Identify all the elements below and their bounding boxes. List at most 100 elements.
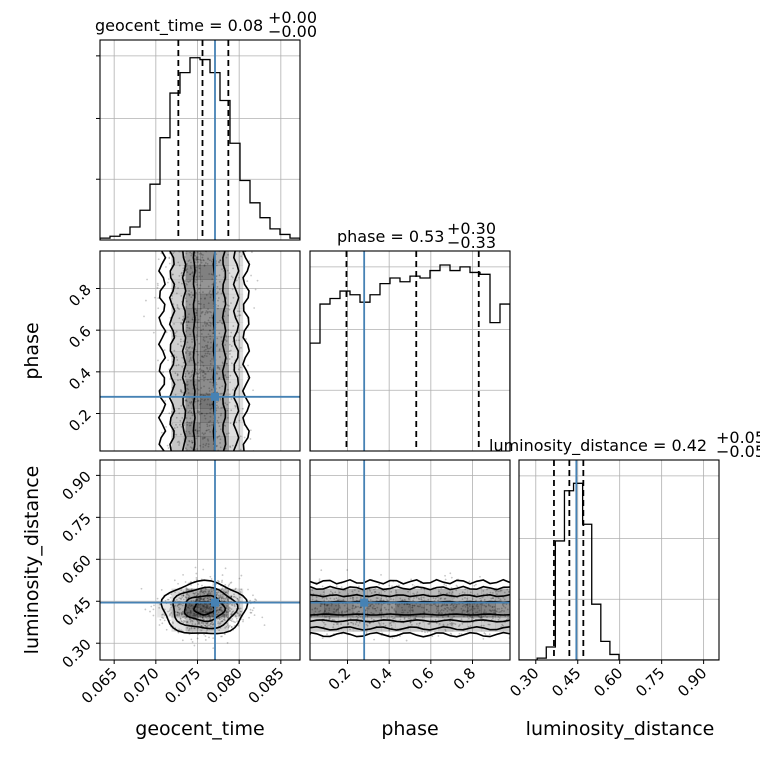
sample-point — [444, 574, 446, 577]
sample-point — [372, 618, 375, 621]
sample-point — [225, 625, 228, 628]
sample-point — [461, 610, 464, 613]
sample-point — [491, 591, 494, 594]
sample-point — [188, 401, 191, 404]
density-cell — [228, 293, 244, 309]
sample-point — [215, 383, 218, 386]
sample-point — [215, 445, 218, 448]
sample-point — [190, 599, 193, 602]
sample-point — [217, 416, 220, 419]
xtick-label-phase-1: 0.4 — [366, 664, 396, 694]
sample-point — [215, 275, 218, 277]
sample-point — [175, 433, 178, 436]
sample-point — [203, 414, 206, 417]
sample-point — [218, 367, 221, 369]
sample-point — [451, 609, 454, 612]
sample-point — [205, 622, 208, 625]
density-cell — [467, 602, 482, 618]
sample-point — [201, 275, 204, 278]
sample-point — [198, 598, 201, 600]
sample-point — [322, 621, 325, 624]
sample-point — [410, 618, 413, 621]
density-cell — [214, 322, 229, 338]
sample-point — [188, 409, 191, 412]
sample-point — [449, 632, 452, 635]
sample-point — [455, 584, 458, 587]
sample-point — [208, 590, 211, 592]
sample-point — [187, 588, 189, 591]
sample-point — [491, 606, 494, 608]
sample-point — [206, 262, 209, 265]
density-cell — [171, 617, 187, 632]
sample-point — [196, 619, 199, 622]
sample-point — [196, 598, 198, 601]
sample-point — [322, 591, 325, 594]
sample-point — [228, 350, 231, 353]
sample-point — [176, 614, 178, 617]
sample-point — [230, 331, 233, 334]
sample-point — [421, 630, 423, 633]
sample-point — [201, 432, 204, 435]
density-cell — [185, 602, 201, 618]
sample-point — [190, 588, 193, 590]
sample-point — [201, 280, 204, 283]
sample-point — [442, 604, 444, 607]
sample-point — [322, 594, 325, 596]
sample-point — [176, 373, 179, 375]
sample-point — [178, 612, 181, 614]
sample-point — [359, 615, 362, 618]
sample-point — [195, 257, 198, 260]
sample-point — [242, 407, 244, 410]
sample-point — [321, 597, 324, 599]
xtick-label-geocent_time-0: 0.065 — [78, 664, 121, 707]
sample-point — [158, 603, 161, 606]
sample-point — [311, 598, 314, 601]
sample-point — [408, 598, 411, 601]
sample-point — [463, 604, 466, 607]
sample-point — [205, 625, 208, 628]
sample-point — [171, 273, 174, 276]
sample-point — [198, 291, 201, 294]
sample-point — [341, 610, 344, 613]
sample-point — [220, 600, 223, 602]
sample-point — [221, 619, 224, 622]
sample-point — [240, 346, 242, 349]
sample-point — [175, 292, 178, 295]
sample-point — [203, 598, 206, 601]
sample-point — [346, 610, 349, 612]
sample-point — [216, 613, 219, 616]
sample-point — [236, 310, 239, 313]
sample-point — [475, 599, 477, 602]
sample-point — [497, 597, 500, 600]
sample-point — [483, 604, 486, 607]
sample-point — [194, 261, 197, 264]
sample-point — [232, 325, 235, 327]
sample-point — [489, 591, 492, 594]
sample-point — [196, 321, 199, 324]
sample-point — [197, 379, 200, 382]
sample-point — [435, 622, 438, 625]
title-phase-plus: +0.30 — [447, 219, 496, 238]
sample-point — [479, 617, 482, 620]
sample-point — [209, 618, 212, 620]
sample-point — [503, 591, 506, 594]
sample-point — [231, 620, 233, 623]
sample-point — [198, 267, 201, 269]
sample-point — [446, 610, 449, 612]
sample-point — [199, 597, 201, 600]
sample-point — [198, 265, 200, 268]
sample-point — [197, 410, 199, 412]
sample-point — [234, 614, 237, 617]
sample-point — [448, 608, 451, 611]
sample-point — [206, 423, 209, 426]
sample-point — [485, 605, 487, 608]
sample-point — [203, 321, 206, 323]
sample-point — [225, 596, 228, 599]
sample-point — [185, 596, 188, 599]
sample-point — [202, 325, 204, 327]
sample-point — [227, 600, 230, 603]
sample-point — [392, 617, 395, 620]
marks-layer — [100, 40, 719, 660]
sample-point — [368, 622, 371, 624]
sample-point — [391, 607, 394, 609]
